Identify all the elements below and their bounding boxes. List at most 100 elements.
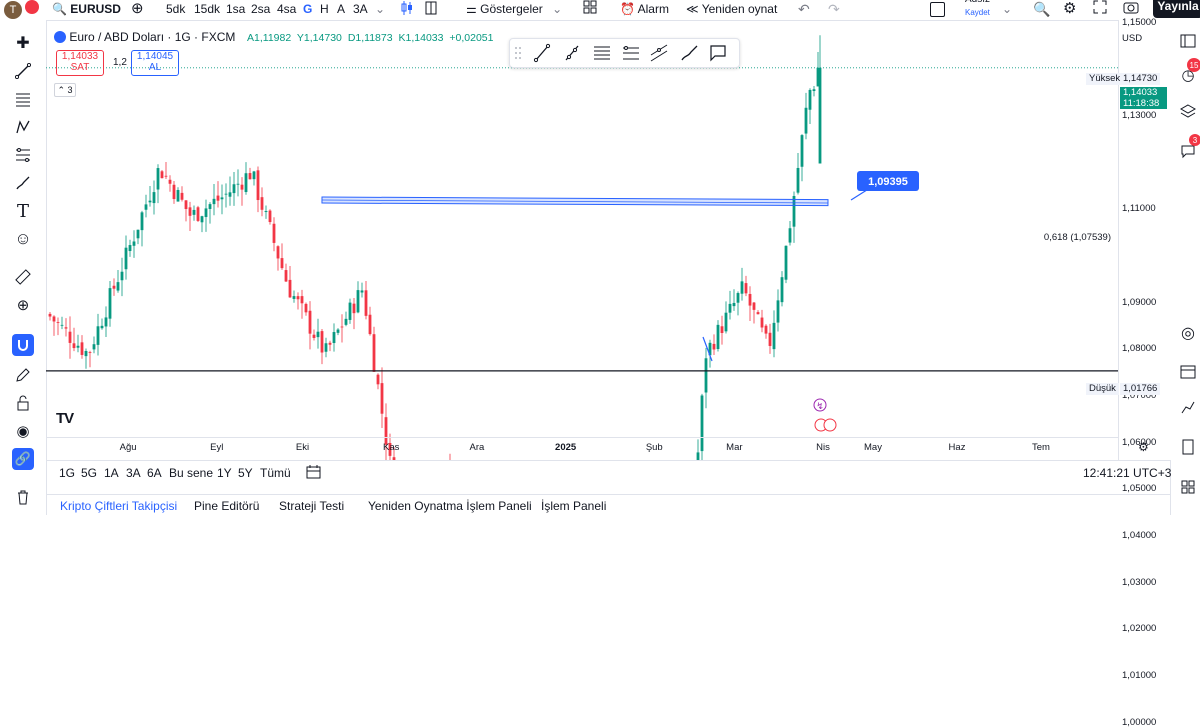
- pattern-icon[interactable]: [12, 116, 34, 138]
- chat-icon[interactable]: [1177, 140, 1199, 162]
- interval-15dk[interactable]: 15dk: [194, 2, 221, 16]
- float-callout-icon[interactable]: [710, 45, 726, 62]
- zoom-in-icon[interactable]: ⊕: [16, 297, 30, 314]
- candle-body: [196, 207, 200, 221]
- add-symbol-icon[interactable]: ⊕: [131, 0, 144, 17]
- float-ray-icon[interactable]: [565, 45, 579, 61]
- interval-4sa[interactable]: 4sa: [277, 2, 297, 16]
- float-parallel-channel-icon[interactable]: [650, 44, 668, 62]
- symbol-title[interactable]: Euro / ABD Doları · 1G · FXCM: [69, 30, 236, 44]
- high-value: 1,14730: [1120, 73, 1161, 85]
- publish-button[interactable]: Yayınla: [1153, 0, 1200, 18]
- replay-button[interactable]: ≪ Yeniden oynat: [686, 0, 777, 20]
- chart-compare-icon[interactable]: [1177, 396, 1199, 418]
- float-brush-icon[interactable]: [681, 45, 698, 61]
- float-trend-line-icon[interactable]: [533, 43, 551, 63]
- range-3a[interactable]: 3A: [126, 466, 141, 480]
- indicators-button[interactable]: ⚌ Göstergeler ⌄: [466, 0, 562, 20]
- tab-trading-panel[interactable]: İşlem Paneli: [541, 499, 607, 513]
- sell-button[interactable]: 1,14033 SAT: [56, 50, 104, 76]
- interval-3a[interactable]: 3A: [353, 2, 368, 16]
- target-icon[interactable]: ◎: [1181, 325, 1195, 342]
- text-tool-icon[interactable]: T: [16, 200, 29, 222]
- undo-icon[interactable]: ↶: [798, 1, 810, 17]
- tab-pine-editor[interactable]: Pine Editörü: [194, 499, 260, 513]
- emoji-icon[interactable]: ☺: [14, 229, 32, 248]
- layers-icon[interactable]: [1177, 100, 1199, 122]
- go-to-date-icon[interactable]: [306, 464, 322, 482]
- last-price-badge: 1,14033 11:18:38: [1120, 87, 1167, 109]
- interval-5dk[interactable]: 5dk: [166, 2, 186, 16]
- trash-icon[interactable]: [12, 486, 34, 508]
- range-5g[interactable]: 5G: [81, 466, 98, 480]
- layout-name[interactable]: Adsız: [965, 0, 990, 15]
- save-label[interactable]: Kaydet: [965, 8, 990, 17]
- ruler-icon[interactable]: [12, 266, 34, 288]
- lock-icon[interactable]: [12, 392, 34, 414]
- chevron-down-icon[interactable]: ⌄: [1002, 2, 1013, 16]
- float-channel-icon[interactable]: [623, 46, 639, 60]
- symbol-search[interactable]: 🔍 EURUSD: [52, 0, 121, 20]
- interval-2sa[interactable]: 2sa: [251, 2, 271, 16]
- compare-icon[interactable]: [424, 0, 438, 20]
- candle-body: [768, 332, 772, 346]
- watchlist-icon[interactable]: [1177, 30, 1199, 52]
- eye-icon[interactable]: ◉: [16, 423, 30, 440]
- replay-label: Yeniden oynat: [701, 2, 778, 16]
- buy-button[interactable]: 1,14045 AL: [131, 50, 179, 76]
- fullscreen-icon[interactable]: [1093, 0, 1107, 20]
- crosshair-icon[interactable]: ✚: [16, 35, 30, 52]
- brush-icon[interactable]: [12, 172, 34, 194]
- ohlc-values: A1,11982 Y1,14730 D1,11873 K1,14033 +0,0…: [247, 32, 496, 44]
- interval-a[interactable]: A: [337, 2, 346, 16]
- range-1g[interactable]: 1G: [59, 466, 76, 480]
- indicators-collapse-button[interactable]: ⌃ 3: [54, 83, 76, 97]
- trend-line-icon[interactable]: [12, 60, 34, 82]
- gear-icon[interactable]: ⚙: [1063, 0, 1077, 17]
- quick-search-icon[interactable]: 🔍: [1033, 1, 1051, 17]
- currency-label[interactable]: USD: [1122, 33, 1143, 44]
- magnet-icon[interactable]: [12, 334, 34, 356]
- chevron-down-icon[interactable]: ⌄: [375, 2, 386, 16]
- resistance-mid-line: [321, 199, 829, 204]
- calendar-icon[interactable]: [1177, 360, 1199, 382]
- clock-timezone[interactable]: 12:41:21 UTC+3: [1083, 466, 1172, 480]
- interval-h[interactable]: H: [320, 2, 329, 16]
- lock-draw-pencil-icon[interactable]: [12, 364, 34, 386]
- fib-icon[interactable]: [12, 144, 34, 166]
- range-1a[interactable]: 1A: [104, 466, 119, 480]
- tab-strategy-tester[interactable]: Strateji Testi: [279, 499, 345, 513]
- price-tick-label: 1,04000: [1122, 530, 1157, 541]
- float-horizontal-lines-icon[interactable]: [594, 46, 610, 60]
- user-avatar[interactable]: T: [4, 1, 22, 19]
- interval-g-active[interactable]: G: [303, 2, 313, 16]
- tab-crypto-screener[interactable]: Kripto Çiftleri Takipçisi: [60, 499, 178, 513]
- scale-settings-gear-icon[interactable]: ⚙: [1138, 440, 1149, 454]
- layout-checkbox-icon[interactable]: [930, 2, 945, 17]
- range-5y[interactable]: 5Y: [238, 466, 253, 480]
- candle-body: [168, 179, 172, 184]
- templates-grid-icon[interactable]: [583, 0, 597, 20]
- range-1y[interactable]: 1Y: [217, 466, 232, 480]
- tab-replay-trading-panel[interactable]: Yeniden Oynatma İşlem Paneli: [368, 499, 532, 513]
- range-6a[interactable]: 6A: [147, 466, 162, 480]
- candle-body: [76, 345, 80, 348]
- link-icon[interactable]: 🔗: [12, 448, 34, 470]
- price-chart[interactable]: 1,09395 0,618 (1,07539) ↯: [46, 20, 1170, 460]
- candle-type-icon[interactable]: [400, 0, 414, 20]
- alarm-button[interactable]: ⏰ Alarm: [620, 0, 669, 20]
- horizontal-lines-icon[interactable]: [12, 88, 34, 110]
- tradingview-logo[interactable]: TV: [56, 410, 74, 427]
- time-scale[interactable]: [46, 437, 1118, 456]
- time-axis-label: Haz: [948, 442, 966, 453]
- redo-icon[interactable]: ↷: [828, 1, 840, 17]
- notes-icon[interactable]: [1177, 436, 1199, 458]
- range-all[interactable]: Tümü: [260, 466, 291, 480]
- apps-grid-icon[interactable]: [1177, 476, 1199, 498]
- candle-body: [816, 67, 820, 87]
- range-this-year[interactable]: Bu sene: [169, 466, 214, 480]
- candle-body: [340, 326, 344, 328]
- candle-body: [156, 168, 160, 190]
- camera-icon[interactable]: [1123, 0, 1139, 20]
- interval-1sa[interactable]: 1sa: [226, 2, 246, 16]
